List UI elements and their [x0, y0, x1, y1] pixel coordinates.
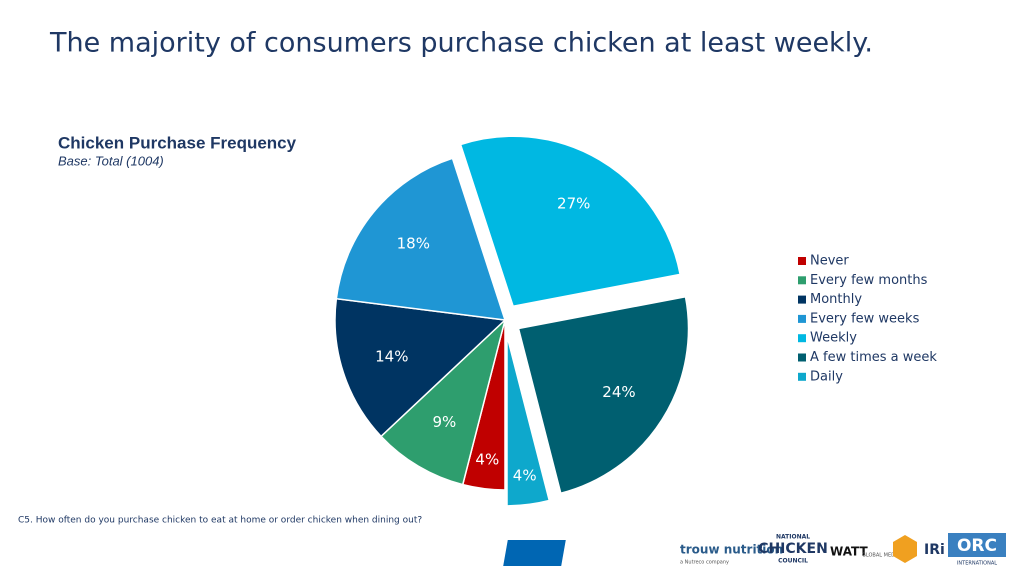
data-label: 4% — [475, 450, 499, 468]
data-label: 9% — [433, 413, 457, 431]
legend-swatch — [798, 353, 806, 362]
legend-label: Never — [810, 254, 849, 269]
legend-swatch — [798, 257, 806, 265]
legend-label: Every few weeks — [810, 311, 920, 326]
logo: NATIONAL — [776, 534, 810, 541]
data-label: 24% — [602, 383, 635, 401]
pie-slice — [335, 157, 507, 321]
pie-slice — [517, 295, 690, 495]
legend-label: Daily — [810, 369, 843, 384]
logo-box — [503, 540, 566, 566]
legend-label: Monthly — [810, 292, 862, 307]
logo-mark — [893, 535, 917, 563]
logo: GLOBAL MEDIA — [862, 553, 900, 559]
footnote: C5. How often do you purchase chicken to… — [18, 516, 422, 526]
pie-slice — [506, 335, 551, 507]
slide-title: The majority of consumers purchase chick… — [49, 28, 873, 59]
legend-label: A few times a week — [810, 350, 937, 365]
logo: INTERNATIONAL — [957, 561, 997, 567]
logo: IRi — [924, 542, 945, 558]
logo: CHICKEN — [758, 541, 828, 557]
legend-swatch — [798, 276, 806, 285]
chart-subtitle: Base: Total (1004) — [58, 153, 164, 168]
logo: trouw nutrition — [680, 543, 783, 557]
data-label: 14% — [375, 347, 408, 365]
legend-swatch — [798, 314, 806, 323]
pie-slice — [380, 317, 507, 486]
pie-slice — [334, 297, 507, 438]
legend-swatch — [798, 372, 806, 381]
logos: Elanco trouw nutrition a Nutreco company… — [503, 533, 1006, 567]
logo: COUNCIL — [778, 558, 808, 565]
legend-swatch — [798, 334, 806, 343]
data-label: 18% — [397, 235, 430, 253]
data-label: 27% — [557, 194, 590, 212]
chart-title: Chicken Purchase Frequency — [58, 133, 297, 152]
logo-box — [948, 533, 1006, 557]
legend-swatch — [798, 295, 806, 304]
data-label: 4% — [513, 466, 537, 484]
legend-label: Weekly — [810, 331, 857, 346]
logo: WATT — [830, 545, 869, 559]
logo: Elanco — [604, 547, 652, 562]
legend-label: Every few months — [810, 273, 928, 288]
logo: ORC — [957, 536, 997, 556]
logo: a Nutreco company — [680, 560, 729, 566]
pie-slice — [459, 135, 682, 308]
